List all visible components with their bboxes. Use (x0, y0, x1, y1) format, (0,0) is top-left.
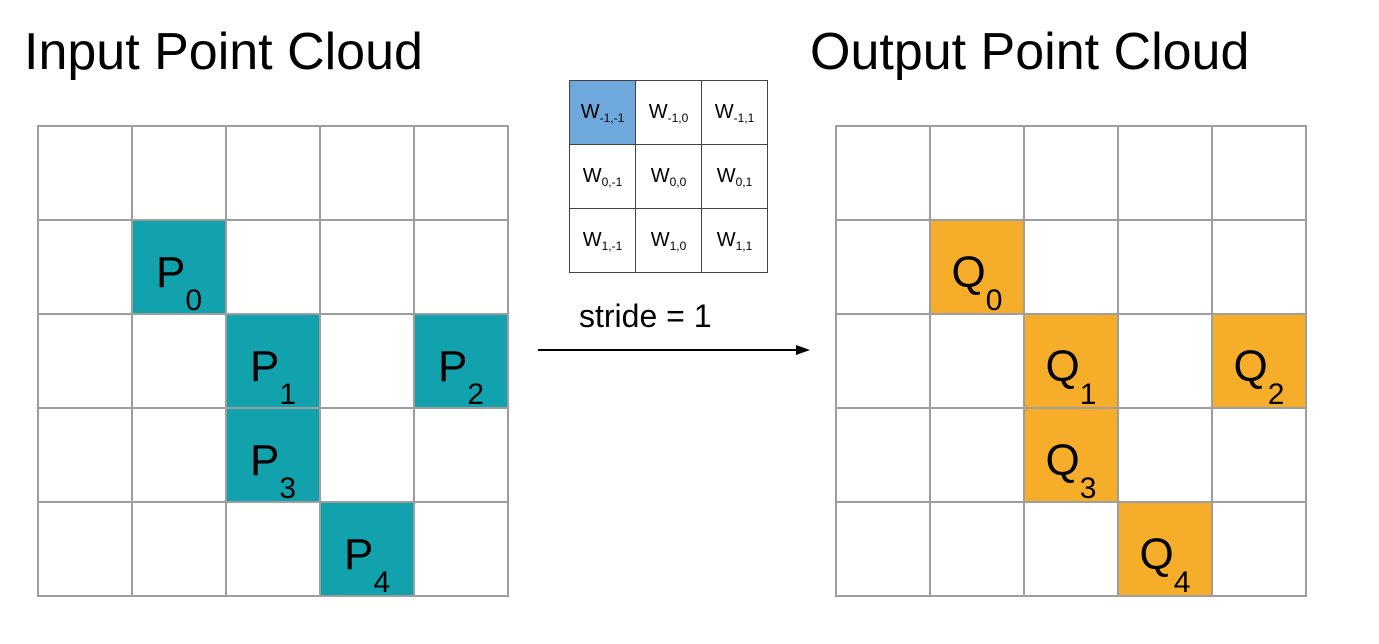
grid-cell (931, 127, 1025, 221)
stride-label: stride = 1 (579, 298, 712, 334)
weight-symbol: W (580, 101, 600, 123)
grid-cell (1213, 409, 1307, 503)
grid-cell (837, 127, 931, 221)
point-label: Q (1233, 342, 1268, 391)
kernel-weight-cell: W-1,1 (701, 80, 768, 145)
kernel-weight-cell: W0,1 (701, 144, 768, 209)
weight-symbol: W (650, 165, 670, 187)
grid-cell (321, 127, 415, 221)
arrow-icon (538, 345, 810, 355)
grid-cell (227, 221, 321, 315)
weight-symbol: W (582, 165, 602, 187)
grid-cell (1213, 503, 1307, 597)
kernel-row: W1,-1 W1,0 W1,1 (569, 208, 768, 273)
input-point-cloud-title: Input Point Cloud (24, 23, 423, 81)
grid-cell (227, 127, 321, 221)
weight-subscript: -1,0 (667, 111, 689, 125)
grid-cell (1119, 127, 1213, 221)
point-label: Q (1045, 342, 1080, 391)
kernel-weight-cell: W0,-1 (569, 144, 636, 209)
grid-cell (1025, 127, 1119, 221)
weight-subscript: 0,-1 (601, 175, 623, 189)
grid-cell (837, 221, 931, 315)
point-label: P (155, 248, 186, 297)
grid-cell (415, 221, 509, 315)
point-label: Q (1045, 436, 1080, 485)
weight-symbol: W (714, 101, 734, 123)
grid-cell (837, 315, 931, 409)
grid-cell (133, 315, 227, 409)
point-label: Q (1139, 530, 1174, 579)
weight-symbol: W (650, 229, 670, 251)
point-label: P (437, 342, 468, 391)
grid-cell (837, 503, 931, 597)
grid-cell (321, 315, 415, 409)
grid-cell (415, 503, 509, 597)
grid-cell (133, 127, 227, 221)
grid-cell (39, 221, 133, 315)
grid-cell (1213, 221, 1307, 315)
output-point-cloud-title: Output Point Cloud (810, 23, 1250, 81)
grid-cell (931, 315, 1025, 409)
grid-cell (1025, 503, 1119, 597)
kernel-weight-cell: W1,0 (635, 208, 702, 273)
grid-cell (39, 315, 133, 409)
grid-cell (133, 409, 227, 503)
point-label: Q (951, 248, 986, 297)
point-label: P (249, 436, 280, 485)
grid-cell (837, 409, 931, 503)
kernel-weight-cell: W1,1 (701, 208, 768, 273)
grid-cell (1119, 409, 1213, 503)
kernel-row: W-1,-1 W-1,0 W-1,1 (569, 80, 768, 145)
grid-cell (415, 127, 509, 221)
grid-cell (1119, 221, 1213, 315)
weight-symbol: W (716, 229, 736, 251)
grid-cell (931, 503, 1025, 597)
kernel-weight-cell: W-1,-1 (569, 80, 636, 145)
grid-cell (321, 409, 415, 503)
weight-symbol: W (716, 165, 736, 187)
kernel-weight-cell: W1,-1 (569, 208, 636, 273)
grid-cell (1119, 315, 1213, 409)
grid-cell (1213, 127, 1307, 221)
grid-cell (931, 409, 1025, 503)
weight-subscript: 0,1 (735, 175, 753, 189)
weight-subscript: -1,1 (733, 111, 755, 125)
grid-cell (227, 503, 321, 597)
weight-symbol: W (582, 229, 602, 251)
kernel-weight-cell: W-1,0 (635, 80, 702, 145)
kernel-matrix: W-1,-1 W-1,0 W-1,1 W0,-1 W0,0 W0,1 W1,-1 W1,0 W1… (569, 80, 768, 273)
point-label: P (249, 342, 280, 391)
grid-cell (133, 503, 227, 597)
grid-cell (39, 409, 133, 503)
kernel-weight-cell: W0,0 (635, 144, 702, 209)
grid-cell (39, 127, 133, 221)
kernel-row: W0,-1 W0,0 W0,1 (569, 144, 768, 209)
grid-cell (321, 221, 415, 315)
weight-subscript: 1,0 (669, 239, 687, 253)
grid-cell (1025, 221, 1119, 315)
weight-subscript: -1,-1 (599, 111, 625, 125)
weight-symbol: W (648, 101, 668, 123)
weight-subscript: 0,0 (669, 175, 687, 189)
point-label: P (343, 530, 374, 579)
grid-cell (415, 409, 509, 503)
grid-cell (39, 503, 133, 597)
weight-subscript: 1,-1 (601, 239, 623, 253)
weight-subscript: 1,1 (735, 239, 753, 253)
